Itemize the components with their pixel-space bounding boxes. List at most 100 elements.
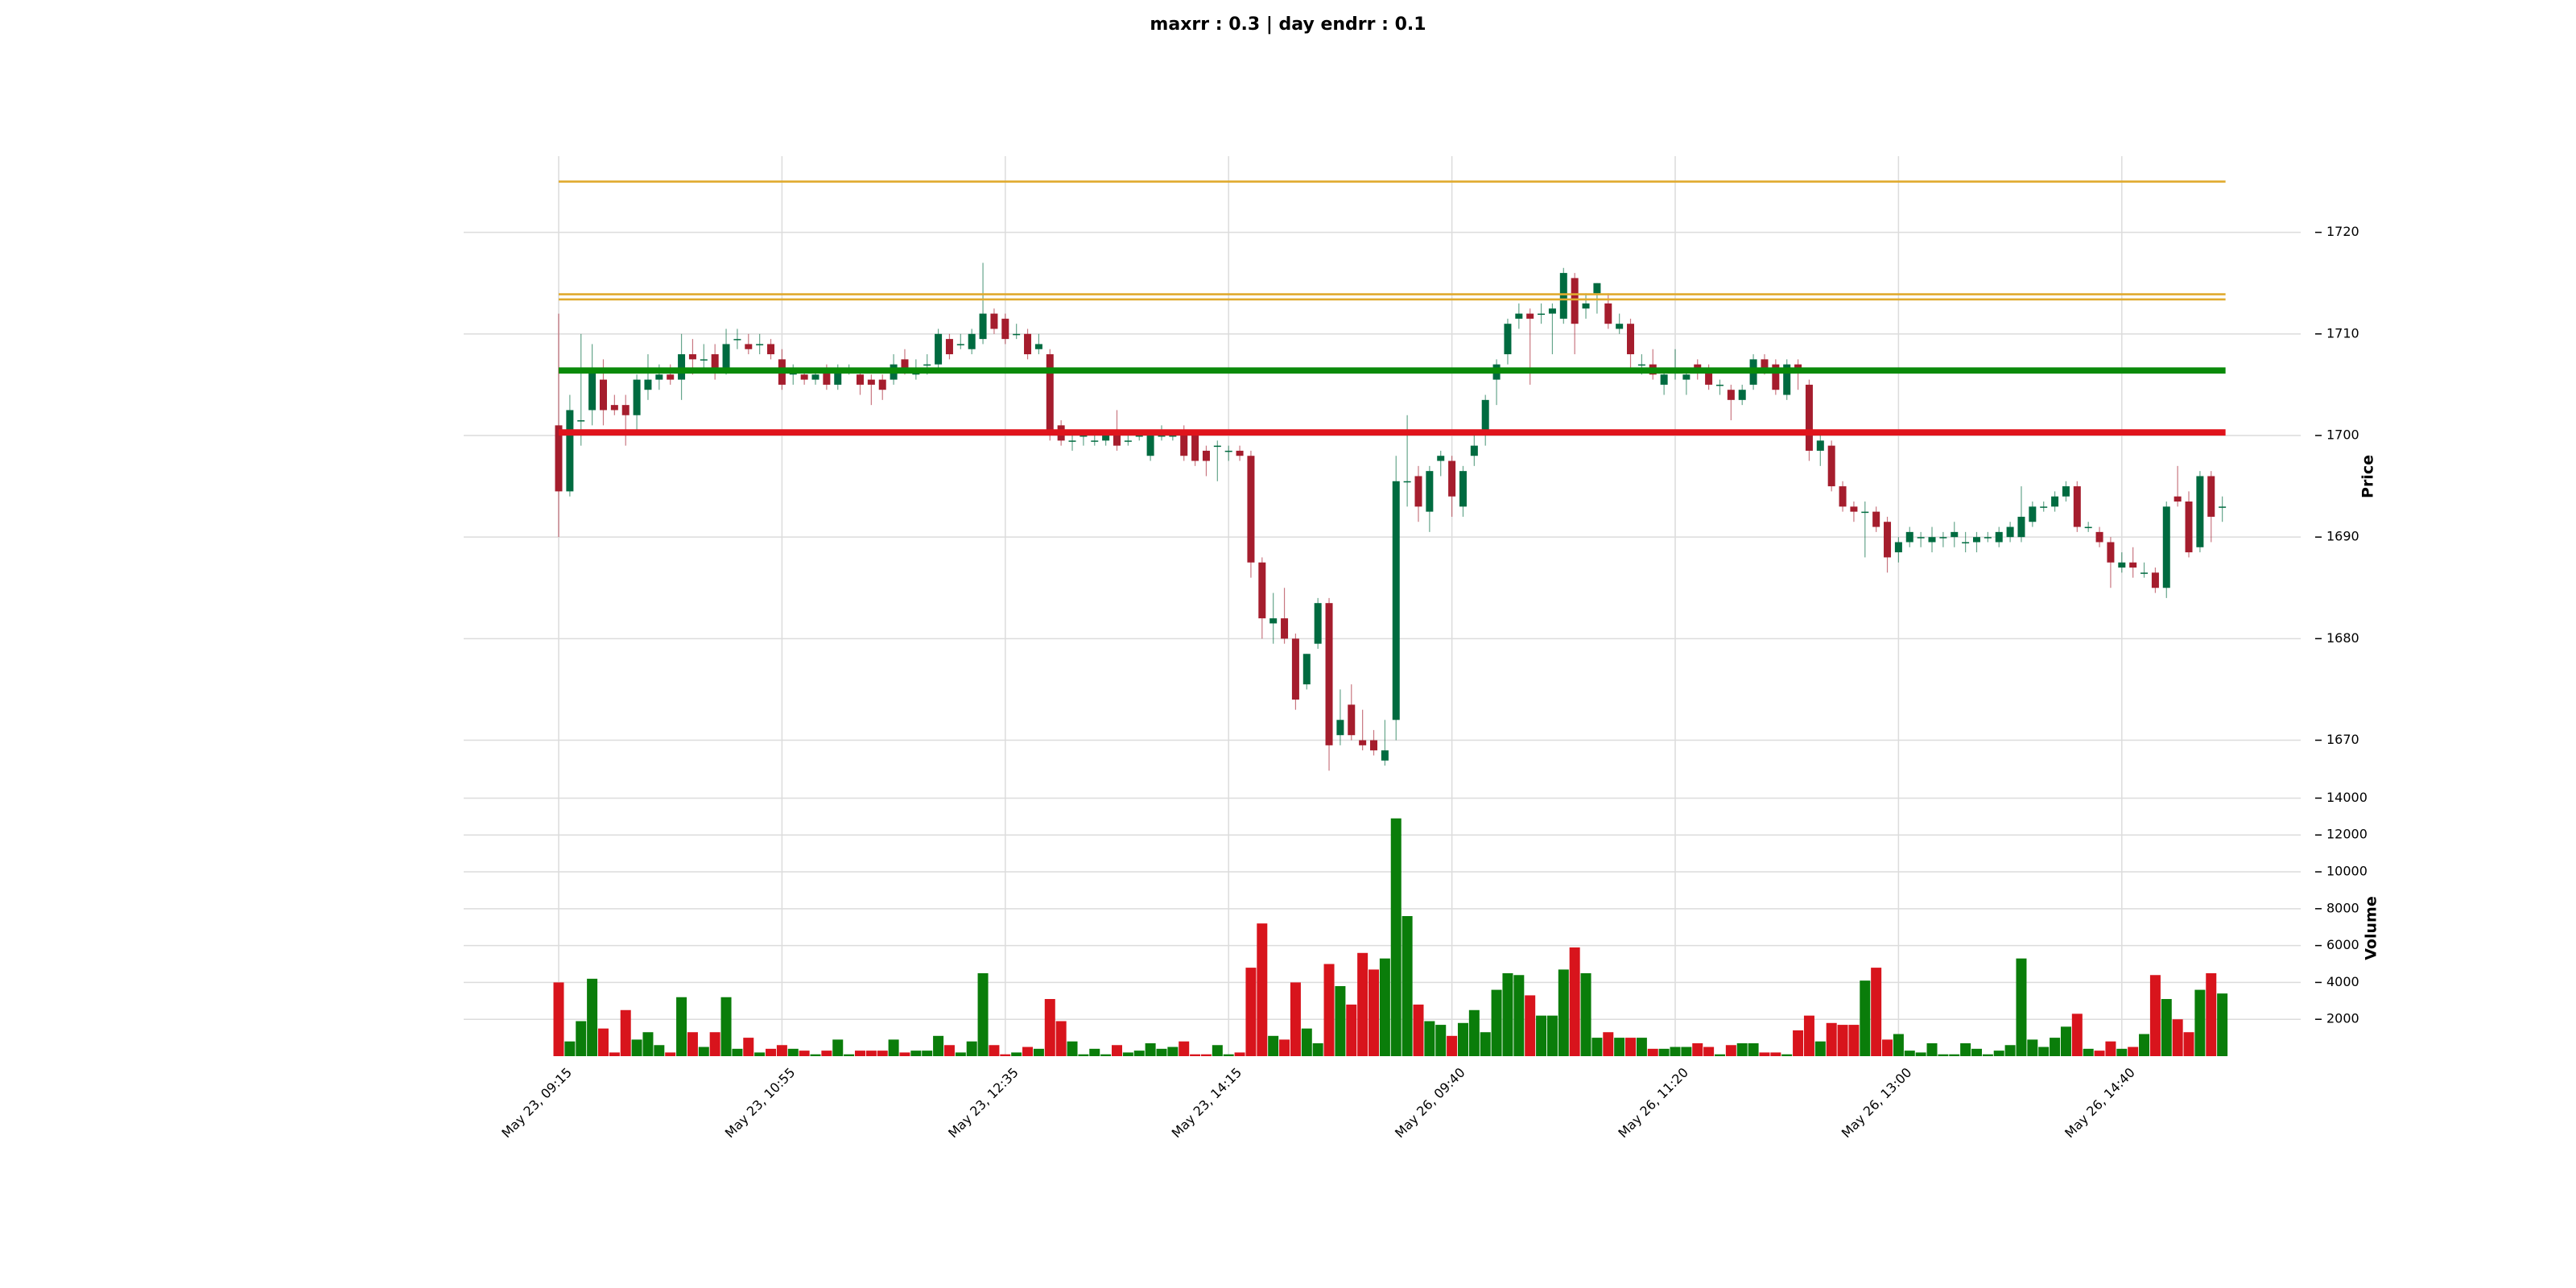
candle-body: [1180, 435, 1188, 456]
candle-body: [1325, 603, 1333, 745]
volume-bar: [1793, 1030, 1804, 1056]
candle-body: [1783, 364, 1791, 395]
candle-body: [2051, 496, 2059, 507]
candle-body: [1426, 471, 1434, 512]
candle-body: [2118, 562, 2126, 568]
candle-body: [2084, 526, 2092, 529]
candle-body: [688, 354, 696, 360]
volume-bar: [665, 1052, 676, 1056]
candle-body: [633, 379, 641, 415]
volume-bar: [1558, 969, 1569, 1056]
candle-body: [1470, 445, 1478, 456]
volume-bar: [2016, 958, 2027, 1056]
candle-body: [566, 410, 574, 492]
volume-bar: [1000, 1054, 1011, 1056]
volume-bar: [1468, 1009, 1480, 1056]
x-tick-label: May 23, 14:15: [1169, 1065, 1245, 1141]
candle-body: [1102, 435, 1110, 441]
volume-bar: [1703, 1046, 1715, 1056]
candle-body: [1962, 542, 1970, 543]
volume-bar: [1993, 1051, 2004, 1056]
candle-body: [1637, 364, 1645, 366]
candle-body: [1738, 390, 1746, 400]
volume-bar: [1971, 1048, 1982, 1056]
volume-bar: [1435, 1025, 1447, 1056]
candle-body: [588, 369, 597, 411]
volume-bar: [754, 1052, 766, 1056]
candle-body: [644, 379, 652, 390]
candle-body: [1794, 364, 1802, 369]
volume-bar: [1647, 1048, 1658, 1056]
candle-body: [1024, 333, 1032, 355]
y-tick-label: 1710: [2326, 325, 2359, 341]
candle-body: [1660, 374, 1668, 385]
candle-body: [1682, 374, 1690, 380]
volume-bar: [1089, 1048, 1100, 1056]
volume-bar: [698, 1046, 709, 1056]
candle-body: [655, 374, 663, 380]
candle-body: [1884, 522, 1892, 558]
volume-bar: [1390, 818, 1402, 1056]
volume-bar: [1893, 1034, 1904, 1056]
candle-body: [1951, 531, 1959, 538]
candle-body: [667, 374, 675, 380]
volume-bar: [1055, 1021, 1067, 1056]
candle-body: [1761, 359, 1769, 369]
candle-body: [1939, 537, 1947, 539]
volume-bar: [1245, 968, 1257, 1056]
candle-body: [2129, 562, 2137, 568]
volume-bar: [832, 1039, 844, 1056]
volume-bar: [966, 1041, 977, 1056]
candle-body: [935, 333, 943, 365]
candle-body: [1281, 618, 1289, 639]
candle-body: [1191, 435, 1199, 461]
volume-bar: [620, 1009, 631, 1056]
candle-body: [1236, 450, 1244, 456]
volume-tick-label: 14000: [2326, 790, 2368, 805]
candle-body: [1984, 537, 1992, 539]
candle-body: [756, 344, 764, 345]
volume-bar: [1826, 1022, 1837, 1056]
candle-body: [1146, 435, 1154, 456]
volume-bar: [564, 1041, 576, 1056]
y-tick-label: 1690: [2326, 529, 2359, 544]
candle-body: [1827, 445, 1835, 487]
volume-bar: [2128, 1046, 2139, 1056]
volume-tick-label: 10000: [2326, 864, 2368, 879]
volume-bar: [642, 1032, 654, 1056]
volume-bar: [787, 1048, 799, 1056]
candle-body: [1694, 364, 1702, 369]
candle-body: [745, 344, 753, 349]
volume-bar: [1480, 1032, 1491, 1056]
candle-body: [1538, 313, 1546, 316]
candle-body: [1481, 399, 1489, 436]
candle-body: [2107, 542, 2115, 563]
candle-body: [1403, 481, 1411, 483]
volume-bar: [687, 1032, 698, 1056]
volume-bar: [2027, 1039, 2038, 1056]
candle-body: [1995, 531, 2003, 543]
candle-body: [1258, 562, 1266, 619]
volume-bar: [2094, 1051, 2105, 1056]
candle-body: [1727, 390, 1735, 400]
candle-body: [1169, 435, 1177, 437]
volume-bar: [1402, 915, 1413, 1056]
volume-bar: [1569, 947, 1580, 1056]
candle-body: [2162, 506, 2170, 588]
candle-body: [2219, 506, 2227, 508]
volume-bar: [631, 1039, 642, 1056]
volume-bar: [1368, 969, 1380, 1056]
candle-body: [856, 374, 864, 385]
volume-bar: [1748, 1042, 1759, 1056]
candle-body: [1839, 486, 1847, 507]
candle-body: [2207, 476, 2215, 517]
x-tick-label: May 23, 09:15: [498, 1065, 575, 1141]
volume-bar: [1447, 1035, 1458, 1056]
volume-bar: [899, 1052, 910, 1056]
volume-bar: [977, 972, 989, 1056]
volume-bar: [1502, 972, 1513, 1056]
candle-body: [700, 359, 708, 361]
candle-body: [979, 313, 987, 340]
volume-bar: [1323, 964, 1335, 1056]
